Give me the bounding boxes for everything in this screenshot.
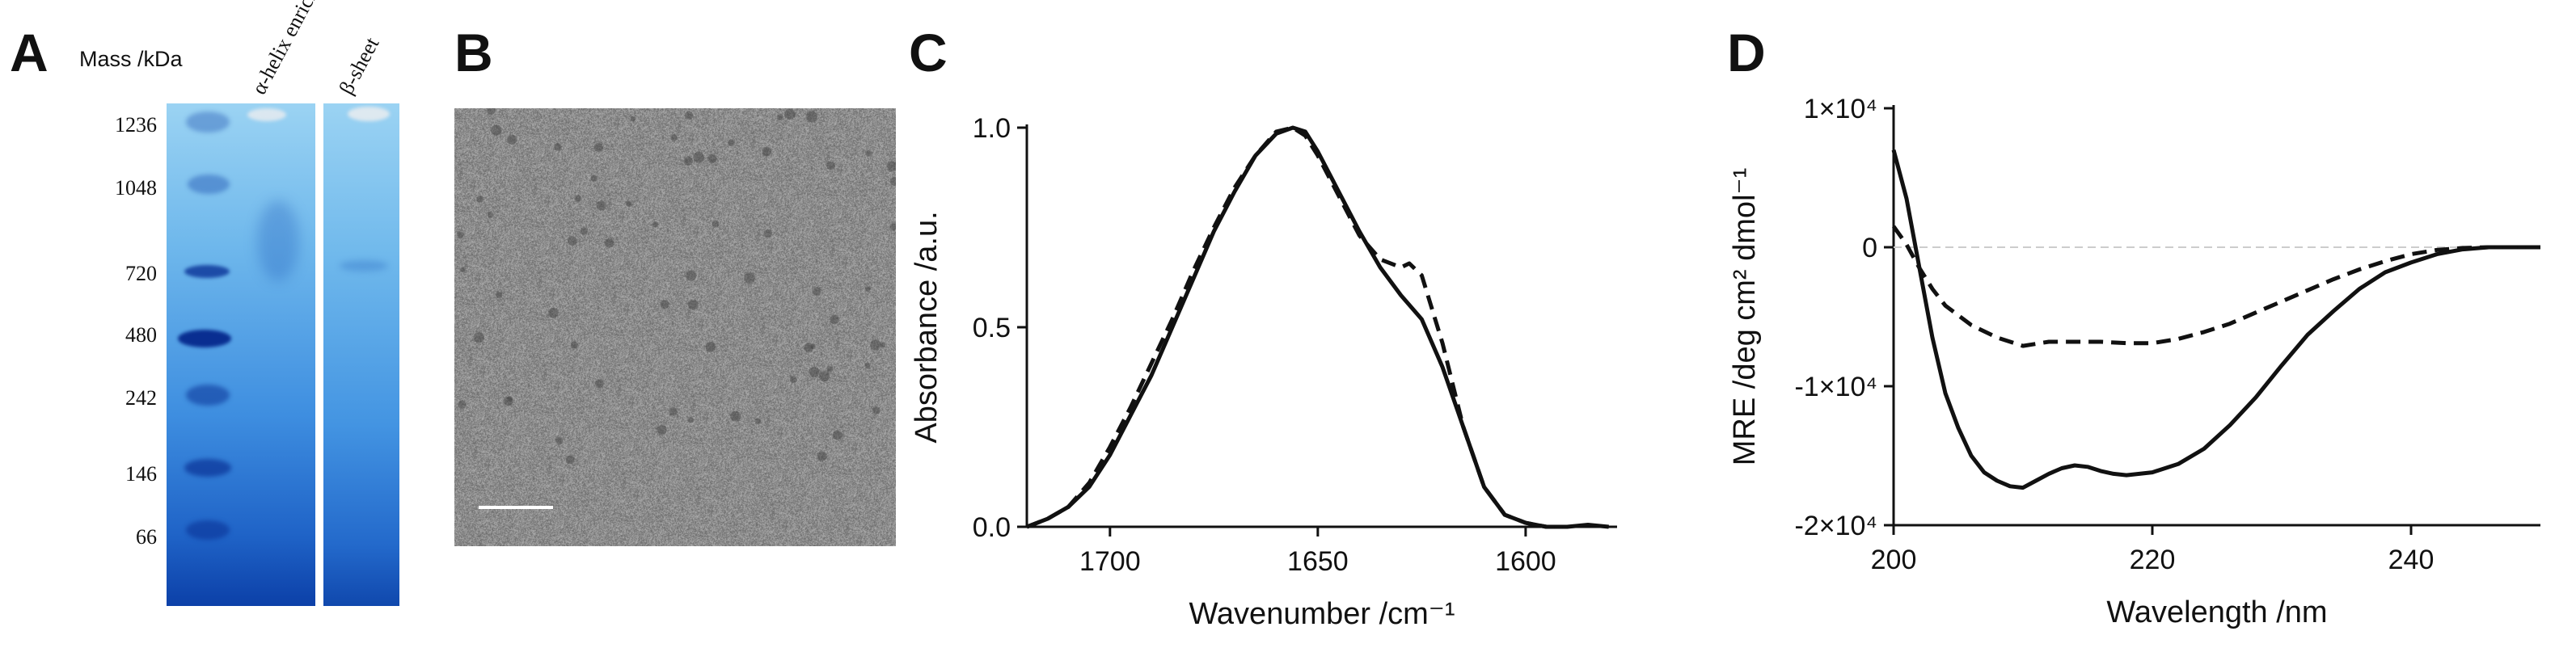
gel-marker-band: [188, 175, 230, 194]
x-tick-label: 1650: [1287, 546, 1349, 577]
y-tick-label: 0.5: [973, 313, 1011, 343]
tem-scale-bar: [479, 506, 553, 509]
series-line-solid: [1891, 149, 2540, 490]
x-tick-label: 200: [1871, 545, 1917, 575]
gel-well: [348, 107, 390, 121]
gel-marker-band: [184, 459, 231, 477]
x-tick-label: 240: [2388, 545, 2435, 575]
series-line-dashed: [1891, 225, 2540, 348]
chart-cd: 200 220 240 1×10⁴ 0 -1×10⁴ -2×10⁴ Wavelength /n…: [1732, 94, 2540, 629]
y-tick-label: 0.0: [973, 512, 1011, 543]
gel-marker-band: [186, 385, 230, 406]
y-axis-title: Absorbance /a.u.: [914, 211, 944, 443]
y-tick-label: -1×10⁴: [1794, 372, 1877, 402]
tem-micrograph: [454, 108, 896, 546]
gel-marker-band: [186, 112, 230, 133]
gel-strip-right: [323, 103, 399, 606]
gel-lane-label-helix: α-helix enriched: [247, 0, 333, 99]
panel-letter-a: A: [10, 23, 49, 82]
x-tick-label: 1600: [1495, 546, 1556, 577]
series-line-dashed: [1026, 125, 1568, 529]
gel-marker-label: 66: [136, 525, 157, 549]
gel-marker-label: 242: [125, 386, 157, 410]
gel-marker-label: 480: [125, 323, 157, 347]
gel-marker-label: 146: [125, 462, 157, 486]
y-tick-label: 0: [1862, 233, 1877, 263]
y-tick-label: 1×10⁴: [1804, 94, 1877, 124]
gel-marker-band: [184, 265, 230, 278]
y-tick-label: -2×10⁴: [1794, 511, 1877, 541]
gel-marker-label: 720: [125, 262, 157, 285]
y-tick-label: 1.0: [973, 113, 1011, 144]
panel-letter-d: D: [1727, 23, 1766, 82]
gel-strip-left: [167, 103, 315, 606]
gel-marker-band: [178, 330, 231, 347]
x-axis-title: Wavelength /nm: [2106, 595, 2327, 629]
gel-marker-band: [186, 520, 230, 540]
panel-letter-b: B: [454, 23, 493, 82]
gel-mass-axis-label: Mass /kDa: [79, 47, 183, 71]
y-axis-title: MRE /deg cm² dmol⁻¹: [1732, 168, 1762, 465]
gel-marker-label: 1048: [115, 176, 157, 200]
x-axis-title: Wavenumber /cm⁻¹: [1189, 597, 1455, 631]
gel-smear-band: [340, 260, 388, 271]
chart-ftir: 1700 1650 1600 0.0 0.5 1.0 Wavenumber /cm⁻¹ Abs…: [914, 113, 1617, 631]
gel-well: [247, 108, 286, 121]
tem-image: [454, 108, 896, 546]
x-tick-label: 220: [2130, 545, 2176, 575]
gel-smear-band: [257, 200, 299, 281]
x-tick-label: 1700: [1079, 546, 1141, 577]
gel-lane-label-sheet: β-sheet: [334, 33, 384, 99]
gel-marker-label: 1236: [115, 113, 157, 137]
panel-letter-c: C: [909, 23, 948, 82]
series-line-solid: [1026, 125, 1609, 529]
